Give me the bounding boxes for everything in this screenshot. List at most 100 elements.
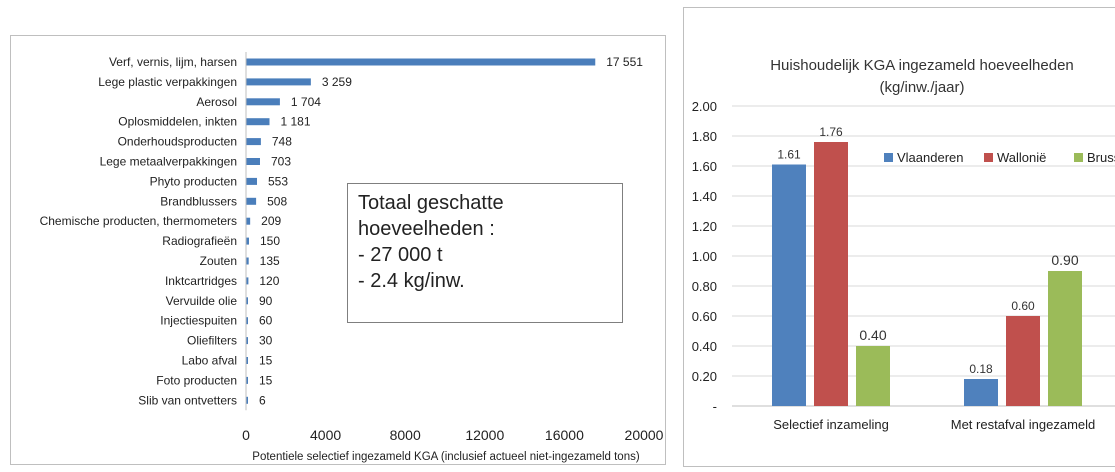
data-label: 6 bbox=[259, 393, 266, 407]
bar bbox=[246, 297, 248, 305]
data-label: 3 259 bbox=[322, 75, 352, 89]
data-label: 0.60 bbox=[1011, 299, 1035, 313]
data-label: 120 bbox=[259, 274, 279, 288]
bar bbox=[814, 142, 848, 406]
data-label: 0.90 bbox=[1051, 252, 1078, 268]
data-label: 1 704 bbox=[291, 95, 321, 109]
data-label: 0.18 bbox=[969, 362, 993, 376]
category-label: Inktcartridges bbox=[165, 274, 237, 288]
bar bbox=[246, 357, 248, 364]
right-chart-title-line1: Huishoudelijk KGA ingezameld hoeveelhede… bbox=[770, 57, 1074, 74]
category-label: Slib van ontvetters bbox=[138, 393, 237, 407]
x-tick-label: 8000 bbox=[390, 427, 421, 443]
data-label: 553 bbox=[268, 174, 288, 188]
callout-line: - 2.4 kg/inw. bbox=[358, 270, 465, 292]
category-label: Lege plastic verpakkingen bbox=[98, 75, 237, 89]
bar bbox=[246, 337, 248, 345]
bar bbox=[246, 58, 596, 66]
x-tick-label: 12000 bbox=[465, 427, 504, 443]
x-tick-label: 4000 bbox=[310, 427, 341, 443]
category-label: Foto producten bbox=[156, 373, 237, 387]
bar bbox=[856, 346, 890, 406]
x-tick-label: 0 bbox=[242, 427, 250, 443]
bar bbox=[246, 118, 270, 126]
data-label: 748 bbox=[272, 135, 292, 149]
y-tick-label: 1.20 bbox=[692, 219, 717, 234]
category-label: Chemische producten, thermometers bbox=[40, 214, 237, 228]
category-label: Aerosol bbox=[196, 95, 237, 109]
right-chart-title-line2: (kg/inw./jaar) bbox=[879, 79, 964, 96]
bar bbox=[246, 317, 248, 325]
category-label: Brandblussers bbox=[160, 194, 237, 208]
callout-line: hoeveelheden : bbox=[358, 218, 495, 240]
data-label: 15 bbox=[259, 354, 273, 368]
legend-label: Brussel bbox=[1087, 150, 1115, 165]
y-tick-label: 1.00 bbox=[692, 249, 717, 264]
data-label: 209 bbox=[261, 214, 281, 228]
y-tick-label: 0.80 bbox=[692, 279, 717, 294]
category-label: Oliefilters bbox=[187, 334, 237, 348]
right-grouped-bar-chart: Huishoudelijk KGA ingezameld hoeveelhede… bbox=[692, 57, 1115, 432]
legend-swatch bbox=[984, 153, 993, 162]
data-label: 1 181 bbox=[281, 115, 311, 129]
category-label: Oplosmiddelen, inkten bbox=[118, 115, 237, 129]
data-label: 30 bbox=[259, 334, 273, 348]
legend-label: Wallonië bbox=[997, 150, 1046, 165]
data-label: 135 bbox=[260, 254, 280, 268]
total-estimate-callout: Totaal geschatte hoeveelheden : - 27 000… bbox=[347, 183, 623, 323]
category-label: Injectiespuiten bbox=[160, 314, 237, 328]
bar bbox=[246, 98, 280, 106]
category-label: Zouten bbox=[200, 254, 237, 268]
y-tick-label: 1.40 bbox=[692, 189, 717, 204]
bar bbox=[1048, 271, 1082, 406]
bar bbox=[246, 376, 248, 384]
data-label: 1.76 bbox=[819, 125, 843, 139]
data-label: 0.40 bbox=[859, 327, 886, 343]
data-label: 703 bbox=[271, 155, 291, 169]
y-tick-label: 2.00 bbox=[692, 99, 717, 114]
x-tick-label: 20000 bbox=[625, 427, 664, 443]
data-label: 508 bbox=[267, 194, 287, 208]
x-axis-label: Potentiele selectief ingezameld KGA (inc… bbox=[252, 451, 640, 463]
bar bbox=[964, 379, 998, 406]
bar bbox=[246, 257, 249, 265]
category-label: Verf, vernis, lijm, harsen bbox=[109, 55, 237, 69]
bar bbox=[246, 396, 248, 404]
bar bbox=[246, 138, 261, 146]
bar bbox=[246, 197, 257, 205]
y-tick-label: 1.80 bbox=[692, 129, 717, 144]
y-tick-label: 1.60 bbox=[692, 159, 717, 174]
data-label: 150 bbox=[260, 234, 280, 248]
category-label: Met restafval ingezameld bbox=[951, 417, 1096, 432]
category-label: Radiografieën bbox=[162, 234, 237, 248]
bar bbox=[246, 158, 260, 165]
bar bbox=[246, 78, 311, 86]
legend-label: Vlaanderen bbox=[897, 150, 964, 165]
legend-swatch bbox=[1074, 153, 1083, 162]
callout-line: Totaal geschatte bbox=[358, 192, 504, 214]
data-label: 1.61 bbox=[777, 148, 801, 162]
bar bbox=[246, 177, 258, 185]
bar bbox=[1006, 316, 1040, 406]
category-label: Lege metaalverpakkingen bbox=[100, 155, 237, 169]
legend-swatch bbox=[884, 153, 893, 162]
y-tick-label: 0.20 bbox=[692, 369, 717, 384]
data-label: 60 bbox=[259, 314, 273, 328]
left-chart-panel: Verf, vernis, lijm, harsen 17 551 Lege pla… bbox=[10, 35, 666, 465]
right-chart-panel: Huishoudelijk KGA ingezameld hoeveelhede… bbox=[683, 7, 1115, 467]
category-label: Selectief inzameling bbox=[773, 417, 889, 432]
bar bbox=[246, 217, 251, 225]
callout-line: - 27 000 t bbox=[358, 244, 443, 266]
data-label: 90 bbox=[259, 294, 273, 308]
category-label: Phyto producten bbox=[150, 174, 237, 188]
bar bbox=[772, 164, 806, 406]
left-bar-chart: Verf, vernis, lijm, harsen 17 551 Lege pla… bbox=[40, 52, 664, 463]
category-label: Labo afval bbox=[182, 354, 237, 368]
y-tick-label: 0.60 bbox=[692, 309, 717, 324]
y-tick-label: 0.40 bbox=[692, 339, 717, 354]
bar bbox=[246, 237, 249, 245]
y-tick-label: - bbox=[713, 399, 717, 414]
category-label: Vervuilde olie bbox=[166, 294, 238, 308]
category-label: Onderhoudsproducten bbox=[118, 135, 237, 149]
bar bbox=[246, 277, 249, 285]
